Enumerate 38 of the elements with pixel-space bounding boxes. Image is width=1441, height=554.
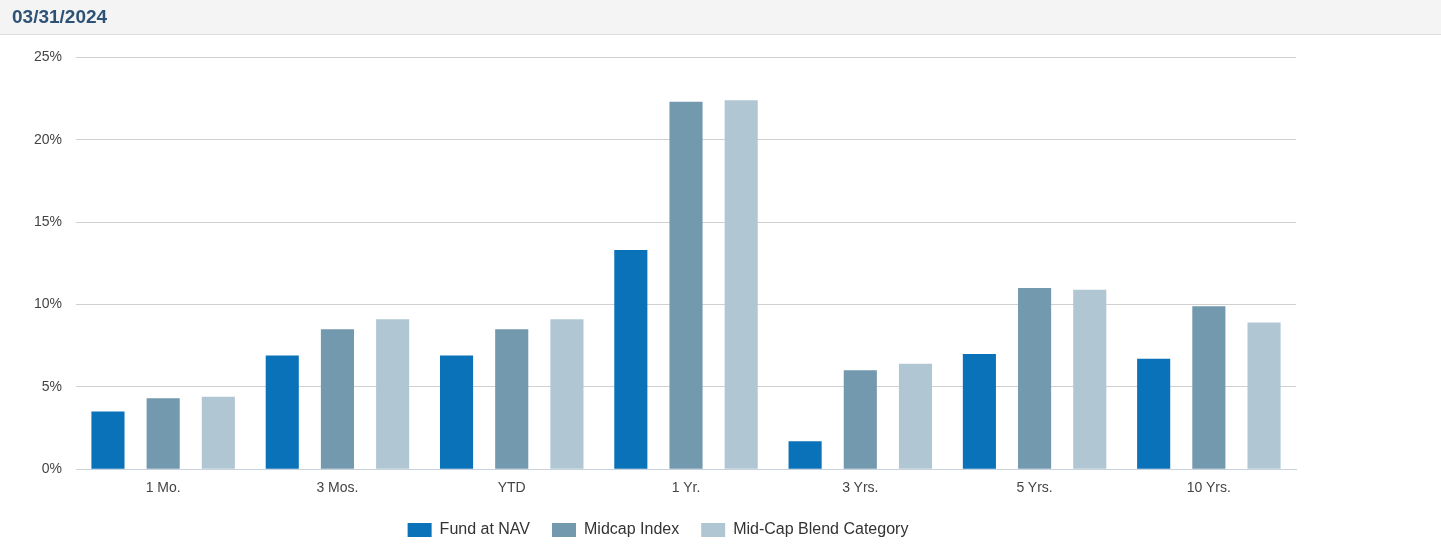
- bar: [495, 329, 529, 469]
- y-tick-label: 0%: [41, 460, 63, 477]
- bar: [550, 319, 584, 469]
- y-tick-label: 15%: [33, 212, 63, 229]
- bar: [439, 355, 474, 469]
- bar: [614, 250, 648, 469]
- y-tick-label: 5%: [41, 377, 63, 394]
- y-tick-label: 25%: [33, 48, 63, 65]
- x-tick-label: YTD: [497, 479, 526, 496]
- x-tick-label: 3 Mos.: [316, 479, 359, 496]
- bar: [1137, 358, 1171, 469]
- bar: [1192, 306, 1226, 469]
- bar: [91, 411, 125, 469]
- bar: [788, 441, 822, 469]
- bar: [724, 100, 758, 469]
- bar: [201, 396, 235, 469]
- bar: [1247, 322, 1281, 469]
- x-tick-label: 10 Yrs.: [1186, 479, 1231, 496]
- bar: [898, 363, 933, 469]
- x-tick-label: 1 Yr.: [671, 479, 701, 496]
- bar: [265, 355, 299, 469]
- bar: [843, 370, 877, 469]
- x-tick-label: 5 Yrs.: [1016, 479, 1053, 496]
- chart-title: 03/31/2024: [0, 0, 1441, 35]
- legend-label: Midcap Index: [584, 520, 680, 538]
- y-tick-label: 10%: [33, 295, 63, 312]
- x-tick-label: 1 Mo.: [145, 479, 181, 496]
- bar: [376, 319, 410, 469]
- x-tick-label: 3 Yrs.: [842, 479, 879, 496]
- legend-label: Fund at NAV: [439, 520, 531, 538]
- y-tick-label: 20%: [33, 130, 63, 147]
- bar: [146, 398, 180, 469]
- bar: [1018, 288, 1052, 469]
- bar: [1073, 289, 1107, 469]
- bar: [320, 329, 354, 469]
- legend-label: Mid-Cap Blend Category: [733, 520, 909, 538]
- bar: [669, 101, 703, 469]
- bar: [962, 353, 996, 469]
